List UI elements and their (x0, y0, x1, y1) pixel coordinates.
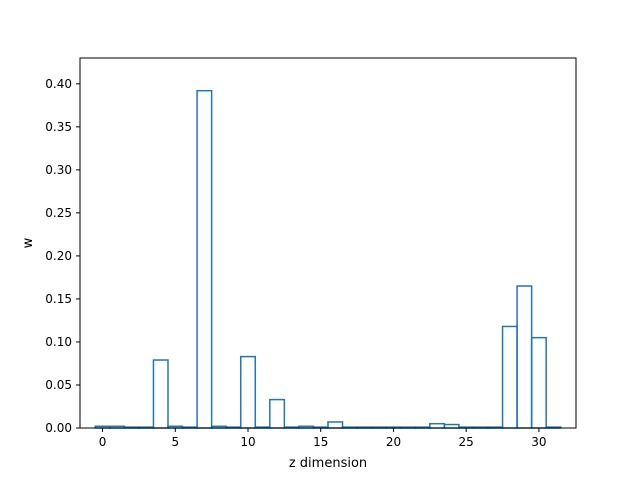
x-tick-label: 30 (531, 435, 546, 449)
y-tick-label: 0.30 (45, 163, 72, 177)
x-axis-label: z dimension (289, 456, 367, 471)
y-tick-label: 0.10 (45, 335, 72, 349)
x-tick-label: 20 (386, 435, 401, 449)
y-axis-ticks: 0.00 0.05 0.10 0.15 0.20 0.25 0.30 0.35 0.40 (45, 77, 80, 435)
x-tick-label: 10 (240, 435, 255, 449)
y-tick-label: 0.20 (45, 249, 72, 263)
x-tick-label: 25 (459, 435, 474, 449)
x-tick-label: 5 (171, 435, 179, 449)
y-tick-label: 0.05 (45, 378, 72, 392)
y-tick-label: 0.40 (45, 77, 72, 91)
x-axis-ticks: 0 5 10 15 20 25 30 (99, 428, 547, 449)
y-tick-label: 0.25 (45, 206, 72, 220)
x-tick-label: 0 (99, 435, 107, 449)
y-axis-label: w (21, 237, 36, 248)
y-tick-label: 0.35 (45, 120, 72, 134)
axes-frame (79, 57, 577, 429)
x-tick-label: 15 (313, 435, 328, 449)
y-tick-label: 0.15 (45, 292, 72, 306)
y-tick-label: 0.00 (45, 421, 72, 435)
